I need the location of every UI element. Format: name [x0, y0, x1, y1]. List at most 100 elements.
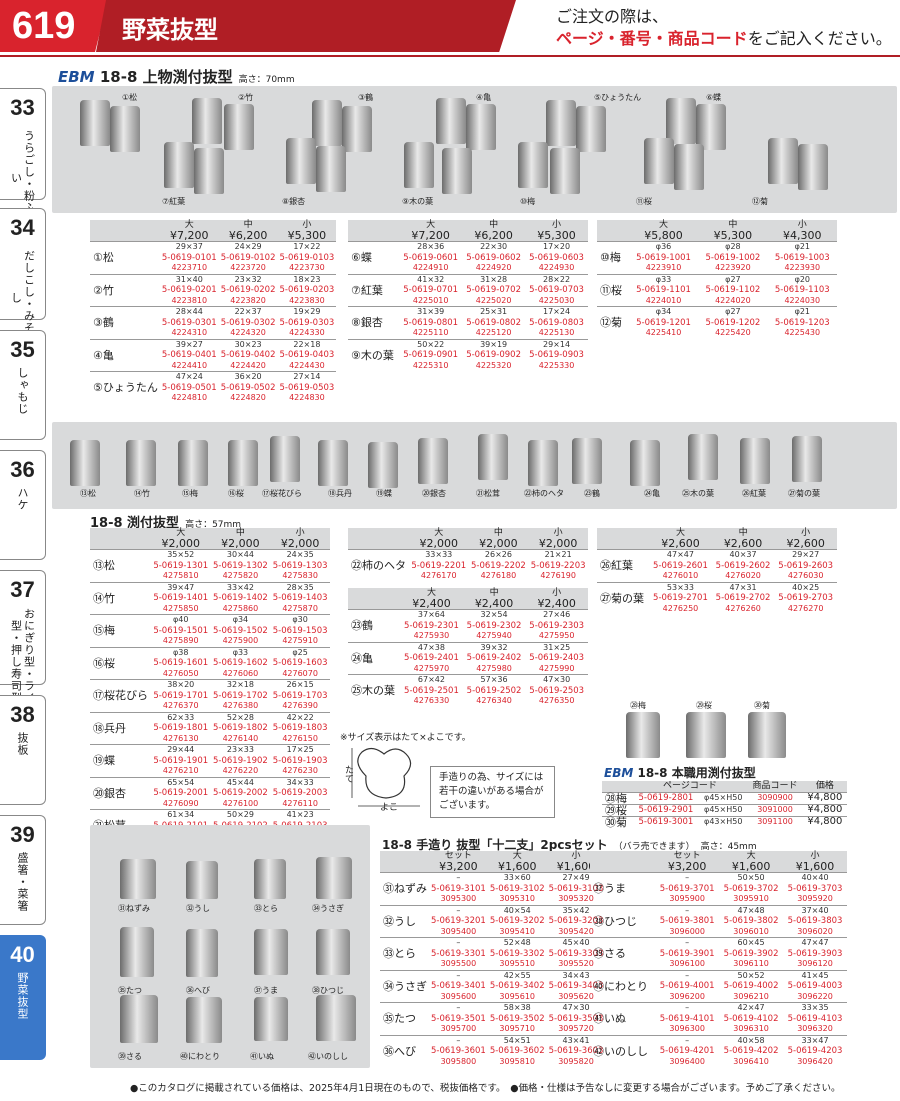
item-code[interactable]: 5-0619-2201 [411, 560, 467, 571]
item-code[interactable]: 5-0619-0102 [220, 252, 276, 263]
item-code[interactable]: 5-0619-1302 [213, 560, 268, 571]
item-code[interactable]: 5-0619-2502 [466, 685, 522, 696]
item-code[interactable]: 5-0619-1103 [774, 285, 830, 295]
item-code[interactable]: 5-0619-3802 [723, 916, 779, 926]
item-code[interactable]: 5-0619-2602 [715, 560, 771, 571]
item-code[interactable]: 5-0619-0401 [161, 350, 217, 360]
category-tab-36[interactable]: 36 ハケ [0, 450, 46, 560]
item-code[interactable]: 5-0619-1002 [705, 252, 761, 263]
item-code[interactable]: 5-0619-0201 [161, 285, 217, 295]
item-code[interactable]: 5-0619-0303 [279, 317, 335, 328]
item-code[interactable]: 5-0619-0902 [466, 350, 521, 360]
item-code[interactable]: 5-0619-1803 [272, 723, 328, 733]
item-code[interactable]: 5-0619-4203 [787, 1046, 843, 1056]
item-code[interactable]: 5-0619-3501 [431, 1013, 486, 1024]
item-code[interactable]: 5-0619-1203 [774, 317, 830, 328]
item-code[interactable]: 5-0619-1502 [213, 625, 268, 636]
item-code[interactable]: 5-0619-1902 [213, 755, 268, 766]
category-tab-33[interactable]: 33 うらごし・粉ふるい [0, 88, 46, 226]
item-code[interactable]: 5-0619-0402 [220, 350, 276, 360]
item-code[interactable]: 5-0619-3101 [431, 883, 486, 894]
item-code[interactable]: 5-0619-2901 [632, 803, 700, 816]
item-code[interactable]: 5-0619-2303 [529, 620, 585, 631]
item-code[interactable]: 5-0619-3401 [431, 981, 486, 991]
item-code[interactable]: 5-0619-0901 [403, 350, 459, 360]
item-code[interactable]: 5-0619-2302 [466, 620, 522, 631]
item-code[interactable]: 5-0619-0603 [529, 252, 584, 263]
item-code[interactable]: 5-0619-3103 [548, 883, 604, 894]
item-code[interactable]: 5-0619-3203 [548, 916, 604, 926]
item-code[interactable]: 5-0619-1702 [213, 690, 268, 701]
item-code[interactable]: 5-0619-4101 [659, 1013, 715, 1024]
item-code[interactable]: 5-0619-1701 [153, 690, 209, 701]
item-code[interactable]: 5-0619-0903 [529, 350, 584, 360]
item-code[interactable]: 5-0619-2402 [466, 653, 522, 663]
item-code[interactable]: 5-0619-3403 [548, 981, 604, 991]
item-code[interactable]: 5-0619-4103 [787, 1013, 843, 1024]
item-code[interactable]: 5-0619-0202 [220, 285, 276, 295]
item-code[interactable]: 5-0619-1301 [153, 560, 209, 571]
item-code[interactable]: 5-0619-3302 [489, 948, 545, 959]
item-code[interactable]: 5-0619-0203 [279, 285, 335, 295]
item-code[interactable]: 5-0619-1503 [272, 625, 328, 636]
item-code[interactable]: 5-0619-0301 [161, 317, 217, 328]
item-code[interactable]: 5-0619-3902 [723, 948, 779, 959]
item-code[interactable]: 5-0619-2203 [530, 560, 586, 571]
item-code[interactable]: 5-0619-1202 [705, 317, 761, 328]
item-code[interactable]: 5-0619-0703 [529, 285, 584, 295]
item-code[interactable]: 5-0619-3601 [431, 1046, 486, 1056]
item-code[interactable]: 5-0619-1802 [213, 723, 268, 733]
item-code[interactable]: 5-0619-1402 [213, 593, 268, 603]
item-code[interactable]: 5-0619-3201 [431, 916, 486, 926]
item-code[interactable]: 5-0619-3102 [489, 883, 545, 894]
item-code[interactable]: 5-0619-0101 [161, 252, 217, 263]
item-code[interactable]: 5-0619-3402 [489, 981, 545, 991]
item-code[interactable]: 5-0619-0502 [220, 382, 276, 393]
item-code[interactable]: 5-0619-1903 [272, 755, 328, 766]
item-code[interactable]: 5-0619-0702 [466, 285, 521, 295]
item-code[interactable]: 5-0619-2801 [632, 791, 700, 804]
item-code[interactable]: 5-0619-0503 [279, 382, 335, 393]
item-code[interactable]: 5-0619-3801 [659, 916, 715, 926]
item-code[interactable]: 5-0619-2601 [653, 560, 708, 571]
item-code[interactable]: 5-0619-1501 [153, 625, 209, 636]
item-code[interactable]: 5-0619-0601 [403, 252, 459, 263]
item-code[interactable]: 5-0619-1102 [705, 285, 761, 295]
item-code[interactable]: 5-0619-4102 [723, 1013, 779, 1024]
item-code[interactable]: 5-0619-2703 [778, 593, 834, 603]
item-code[interactable]: 5-0619-3303 [548, 948, 604, 959]
item-code[interactable]: 5-0619-1001 [636, 252, 691, 263]
item-code[interactable]: 5-0619-1602 [213, 658, 268, 668]
item-code[interactable]: 5-0619-4002 [723, 981, 779, 991]
item-code[interactable]: 5-0619-4001 [659, 981, 715, 991]
item-code[interactable]: 5-0619-2701 [653, 593, 708, 603]
item-code[interactable]: 5-0619-0802 [466, 317, 521, 328]
item-code[interactable]: 5-0619-4003 [787, 981, 843, 991]
category-tab-35[interactable]: 35 しゃもじ [0, 330, 46, 440]
item-code[interactable]: 5-0619-1601 [153, 658, 209, 668]
category-tab-39[interactable]: 39 盛箸・菜箸 [0, 815, 46, 925]
item-code[interactable]: 5-0619-2002 [213, 788, 268, 798]
item-code[interactable]: 5-0619-1303 [272, 560, 328, 571]
item-code[interactable]: 5-0619-2301 [404, 620, 459, 631]
item-code[interactable]: 5-0619-1801 [153, 723, 209, 733]
item-code[interactable]: 5-0619-2702 [715, 593, 771, 603]
item-code[interactable]: 5-0619-2001 [153, 788, 209, 798]
item-code[interactable]: 5-0619-1703 [272, 690, 328, 701]
item-code[interactable]: 5-0619-1401 [153, 593, 209, 603]
category-tab-40[interactable]: 40 野菜抜型 [0, 935, 46, 1060]
item-code[interactable]: 5-0619-0803 [529, 317, 584, 328]
item-code[interactable]: 5-0619-0501 [161, 382, 217, 393]
item-code[interactable]: 5-0619-0103 [279, 252, 335, 263]
item-code[interactable]: 5-0619-1603 [272, 658, 328, 668]
category-tab-34[interactable]: 34 だしこし・みそこし [0, 208, 46, 346]
item-code[interactable]: 5-0619-2401 [404, 653, 459, 663]
item-code[interactable]: 5-0619-3503 [548, 1013, 604, 1024]
item-code[interactable]: 5-0619-3702 [723, 883, 779, 894]
category-tab-37[interactable]: 37 おにぎり型・ライス型・押し寿司型 [0, 570, 46, 716]
item-code[interactable]: 5-0619-2003 [272, 788, 328, 798]
item-code[interactable]: 5-0619-1101 [636, 285, 691, 295]
item-code[interactable]: 5-0619-0602 [466, 252, 521, 263]
item-code[interactable]: 5-0619-1003 [774, 252, 830, 263]
item-code[interactable]: 5-0619-3903 [787, 948, 843, 959]
